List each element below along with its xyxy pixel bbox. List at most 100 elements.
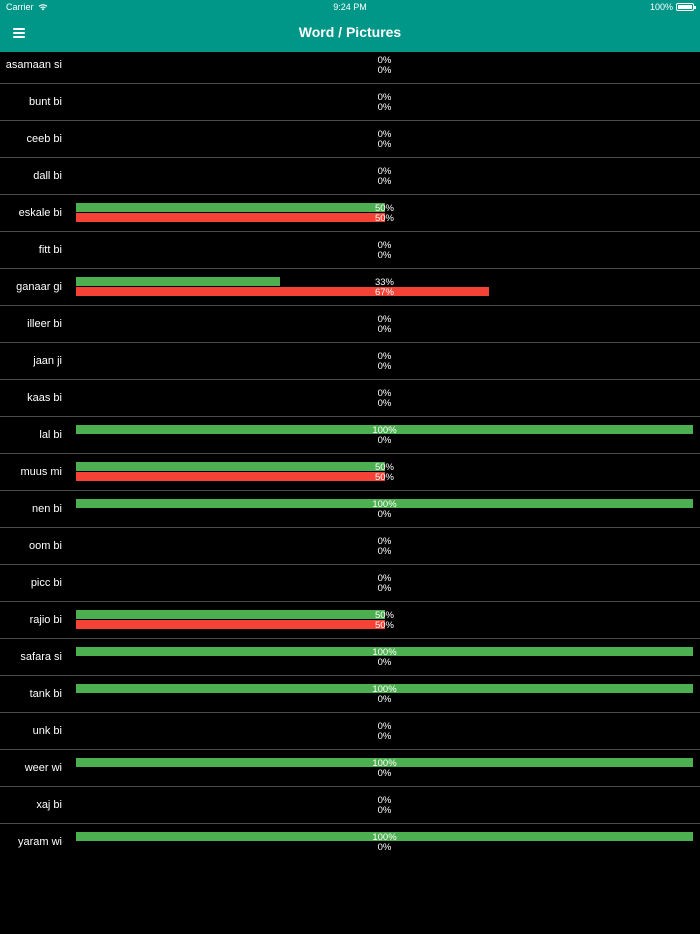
word-label: picc bi [30, 577, 62, 589]
wrong-percent: 50% [374, 213, 394, 224]
wrong-percent: 0% [377, 583, 392, 594]
word-label: lal bi [39, 429, 62, 441]
word-stats-list: asamaan si 0% 0% bunt bi 0% 0% ceeb bi 0% 0% dall… [0, 47, 700, 860]
list-item[interactable]: weer wi 100% 0% [0, 750, 700, 787]
list-item[interactable]: nen bi 100% 0% [0, 491, 700, 528]
list-item[interactable]: fitt bi 0% 0% [0, 232, 700, 269]
correct-progress-bar [76, 277, 280, 286]
list-item[interactable]: dall bi 0% 0% [0, 158, 700, 195]
list-item[interactable]: xaj bi 0% 0% [0, 787, 700, 824]
correct-percent: 0% [377, 314, 392, 325]
list-item[interactable]: eskale bi 50% 50% [0, 195, 700, 232]
status-bar: Carrier 9:24 PM 100% [0, 0, 700, 14]
correct-percent: 0% [377, 573, 392, 584]
wrong-percent: 0% [377, 361, 392, 372]
correct-progress-bar [76, 758, 693, 767]
word-label: ceeb bi [26, 133, 62, 145]
word-label: muus mi [20, 466, 62, 478]
correct-percent: 0% [377, 55, 392, 66]
word-label: dall bi [33, 170, 62, 182]
correct-progress-bar [76, 462, 385, 471]
list-item[interactable]: jaan ji 0% 0% [0, 343, 700, 380]
correct-percent: 33% [374, 277, 394, 288]
list-item[interactable]: muus mi 50% 50% [0, 454, 700, 491]
correct-percent: 0% [377, 129, 392, 140]
word-label: nen bi [32, 503, 62, 515]
correct-progress-bar [76, 610, 385, 619]
correct-percent: 0% [377, 166, 392, 177]
correct-percent: 100% [372, 499, 397, 510]
wrong-percent: 0% [377, 768, 392, 779]
word-label: tank bi [29, 688, 62, 700]
word-label: safara si [20, 651, 62, 663]
wrong-percent: 0% [377, 324, 392, 335]
list-item[interactable]: unk bi 0% 0% [0, 713, 700, 750]
wrong-percent: 0% [377, 176, 392, 187]
word-label: illeer bi [27, 318, 62, 330]
wrong-progress-bar [76, 620, 385, 629]
carrier-indicator: Carrier [6, 2, 48, 12]
word-label: eskale bi [18, 207, 62, 219]
list-item[interactable]: illeer bi 0% 0% [0, 306, 700, 343]
correct-percent: 0% [377, 351, 392, 362]
word-label: jaan ji [33, 355, 62, 367]
word-label: oom bi [28, 540, 62, 552]
list-item[interactable]: safara si 100% 0% [0, 639, 700, 676]
correct-percent: 100% [372, 647, 397, 658]
correct-progress-bar [76, 499, 693, 508]
list-item[interactable]: bunt bi 0% 0% [0, 84, 700, 121]
wrong-percent: 0% [377, 657, 392, 668]
correct-percent: 0% [377, 388, 392, 399]
hamburger-menu-icon[interactable] [8, 22, 30, 44]
correct-percent: 50% [374, 610, 394, 621]
list-item[interactable]: ganaar gi 33% 67% [0, 269, 700, 306]
wrong-percent: 50% [374, 620, 394, 631]
app-bar: Word / Pictures [0, 14, 700, 52]
word-label: rajio bi [29, 614, 62, 626]
list-item[interactable]: asamaan si 0% 0% [0, 47, 700, 84]
correct-percent: 0% [377, 240, 392, 251]
correct-percent: 0% [377, 536, 392, 547]
list-item[interactable]: yaram wi 100% 0% [0, 824, 700, 860]
list-item[interactable]: kaas bi 0% 0% [0, 380, 700, 417]
wrong-percent: 0% [377, 435, 392, 446]
wrong-percent: 0% [377, 694, 392, 705]
wrong-percent: 0% [377, 102, 392, 113]
list-item[interactable]: picc bi 0% 0% [0, 565, 700, 602]
word-label: bunt bi [28, 96, 62, 108]
correct-percent: 50% [374, 203, 394, 214]
list-item[interactable]: tank bi 100% 0% [0, 676, 700, 713]
correct-percent: 50% [374, 462, 394, 473]
correct-percent: 100% [372, 425, 397, 436]
list-item[interactable]: oom bi 0% 0% [0, 528, 700, 565]
word-label: yaram wi [17, 836, 62, 848]
correct-progress-bar [76, 203, 385, 212]
wrong-percent: 0% [377, 398, 392, 409]
word-label: asamaan si [5, 59, 62, 71]
correct-progress-bar [76, 832, 693, 841]
clock: 9:24 PM [333, 2, 367, 12]
wrong-percent: 0% [377, 805, 392, 816]
battery-percent: 100% [649, 2, 673, 12]
correct-percent: 100% [372, 758, 397, 769]
battery-indicator: 100% [649, 2, 696, 12]
correct-progress-bar [76, 425, 693, 434]
list-item[interactable]: rajio bi 50% 50% [0, 602, 700, 639]
list-item[interactable]: ceeb bi 0% 0% [0, 121, 700, 158]
wrong-progress-bar [76, 472, 385, 481]
correct-progress-bar [76, 647, 693, 656]
word-label: weer wi [24, 762, 62, 774]
page-title: Word / Pictures [298, 24, 402, 40]
wrong-progress-bar [76, 213, 385, 222]
wrong-percent: 50% [374, 472, 394, 483]
battery-icon [676, 3, 696, 11]
wrong-progress-bar [76, 287, 490, 296]
correct-progress-bar [76, 684, 693, 693]
carrier-label: Carrier [6, 2, 34, 12]
list-item[interactable]: lal bi 100% 0% [0, 417, 700, 454]
wrong-percent: 0% [377, 842, 392, 853]
correct-percent: 100% [372, 832, 397, 843]
wrong-percent: 0% [377, 139, 392, 150]
wrong-percent: 0% [377, 731, 392, 742]
word-label: ganaar gi [16, 281, 62, 293]
